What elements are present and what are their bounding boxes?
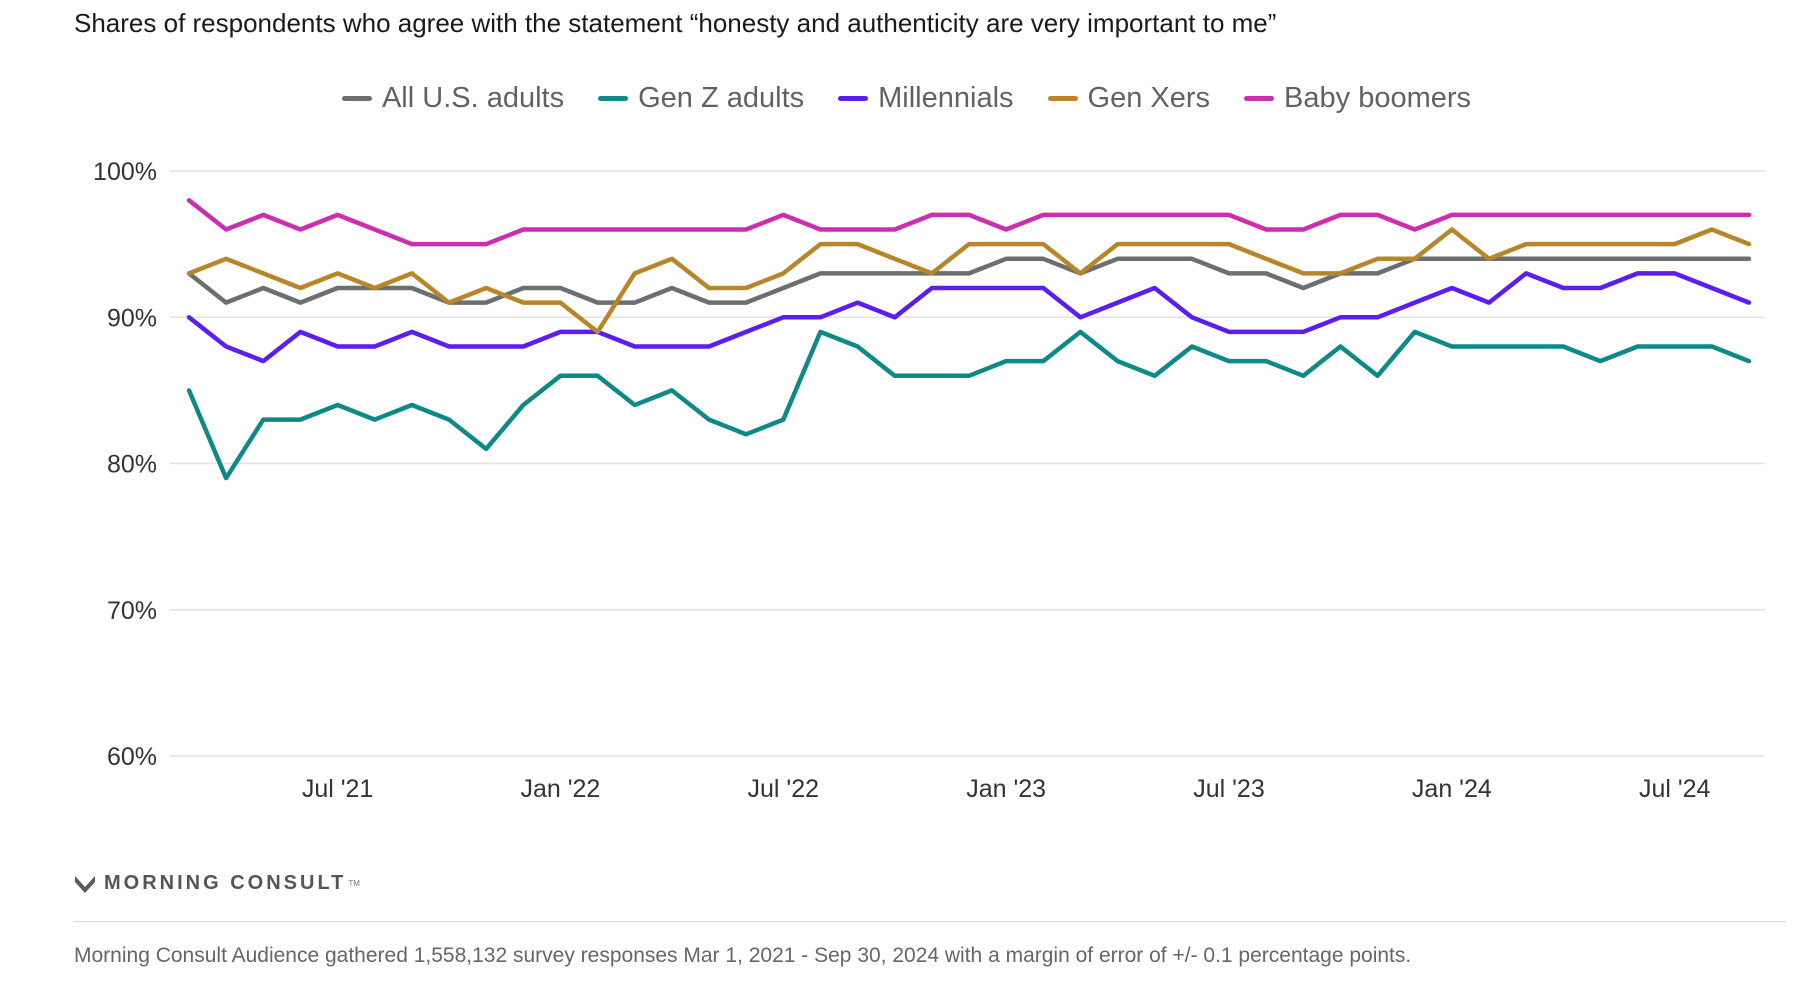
legend-label: Gen Xers [1087,82,1211,114]
legend-swatch [341,96,372,101]
legend-item-gen-x[interactable]: Gen Xers [1047,82,1211,115]
x-tick-label: Jul '24 [1639,775,1711,803]
chart-legend: All U.S. adults Gen Z adults Millennials… [0,82,1813,115]
legend-item-millennials[interactable]: Millennials [838,82,1014,115]
legend-swatch [1047,96,1078,101]
series-line-baby-boomers [186,198,1752,247]
y-tick-label: 80% [107,451,157,479]
legend-swatch [838,96,869,101]
line-chart: 60% 70% 80% 90% 100% Jul '21 Jan '22 Jul '22 Jan… [93,158,1765,803]
legend-label: Gen Z adults [638,82,805,114]
legend-swatch [598,96,629,101]
morning-consult-logo: MORNING CONSULT TM [74,872,360,895]
legend-item-gen-z[interactable]: Gen Z adults [598,82,804,115]
morning-consult-logo-icon [75,875,95,893]
y-tick-label: 100% [93,158,157,186]
legend-label: Millennials [878,82,1014,114]
x-tick-label: Jan '24 [1412,775,1492,803]
legend-label: Baby boomers [1284,82,1472,114]
legend-item-all-adults[interactable]: All U.S. adults [341,82,565,115]
chart-title: Shares of respondents who agree with the… [74,8,1277,38]
x-tick-label: Jul '23 [1193,775,1264,803]
legend-swatch [1244,96,1275,101]
logo-wordmark: MORNING CONSULT [104,872,347,894]
footer-divider [74,921,1786,922]
x-tick-label: Jul '21 [302,775,373,803]
x-tick-label: Jan '23 [966,775,1046,803]
series-line-gen-xers [186,227,1752,335]
trademark-mark: TM [348,879,360,888]
y-tick-label: 60% [107,743,157,771]
y-tick-label: 70% [107,597,157,625]
x-tick-label: Jan '22 [521,775,601,803]
series-line-millennials [186,271,1752,364]
series-line-gen-z-adults [186,329,1752,481]
methodology-note: Morning Consult Audience gathered 1,558,… [74,944,1412,967]
x-tick-label: Jul '22 [748,775,819,803]
legend-label: All U.S. adults [381,82,565,114]
y-tick-label: 90% [107,304,157,332]
legend-item-baby-boomers[interactable]: Baby boomers [1244,82,1471,115]
